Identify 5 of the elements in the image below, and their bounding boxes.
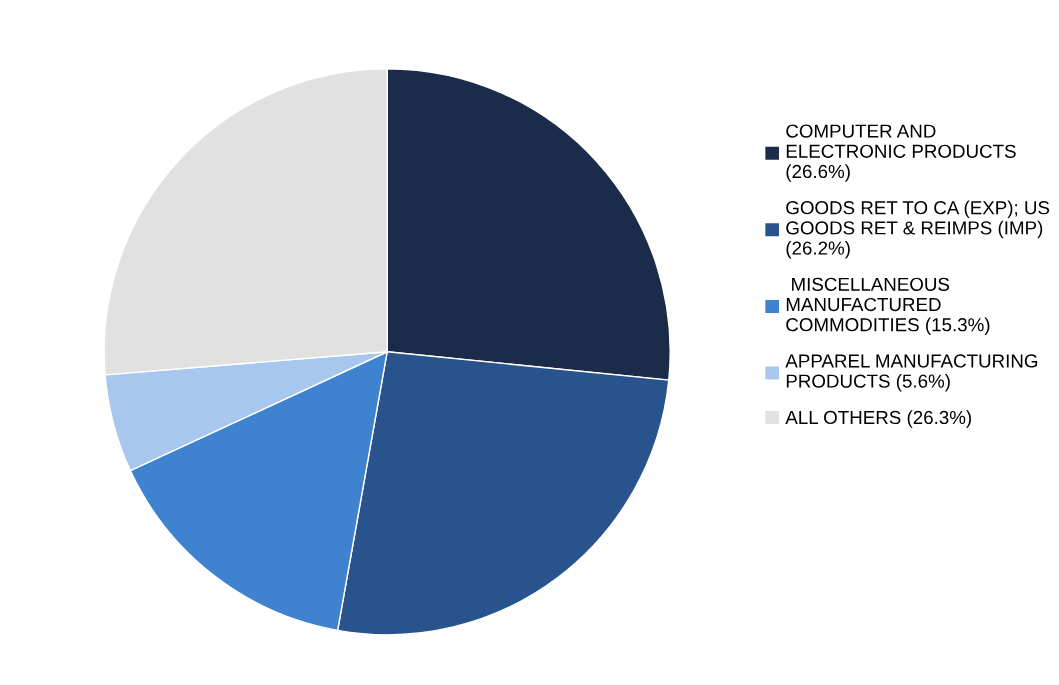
legend-label: GOODS RET TO CA (EXP); US GOODS RET & REIMPS (IMP) (26.2%) bbox=[786, 200, 1050, 259]
legend-label: ALL OTHERS (26.3%) bbox=[785, 410, 972, 428]
legend-label: COMPUTER AND ELECTRONIC PRODUCTS (26.6%) bbox=[786, 124, 1016, 182]
legend-label: MISCELLANEOUS MANUFACTURED COMMODITIES (15.3%) bbox=[786, 277, 990, 336]
legend-label: APPAREL MANUFACTURING PRODUCTS (5.6%) bbox=[785, 354, 1038, 392]
